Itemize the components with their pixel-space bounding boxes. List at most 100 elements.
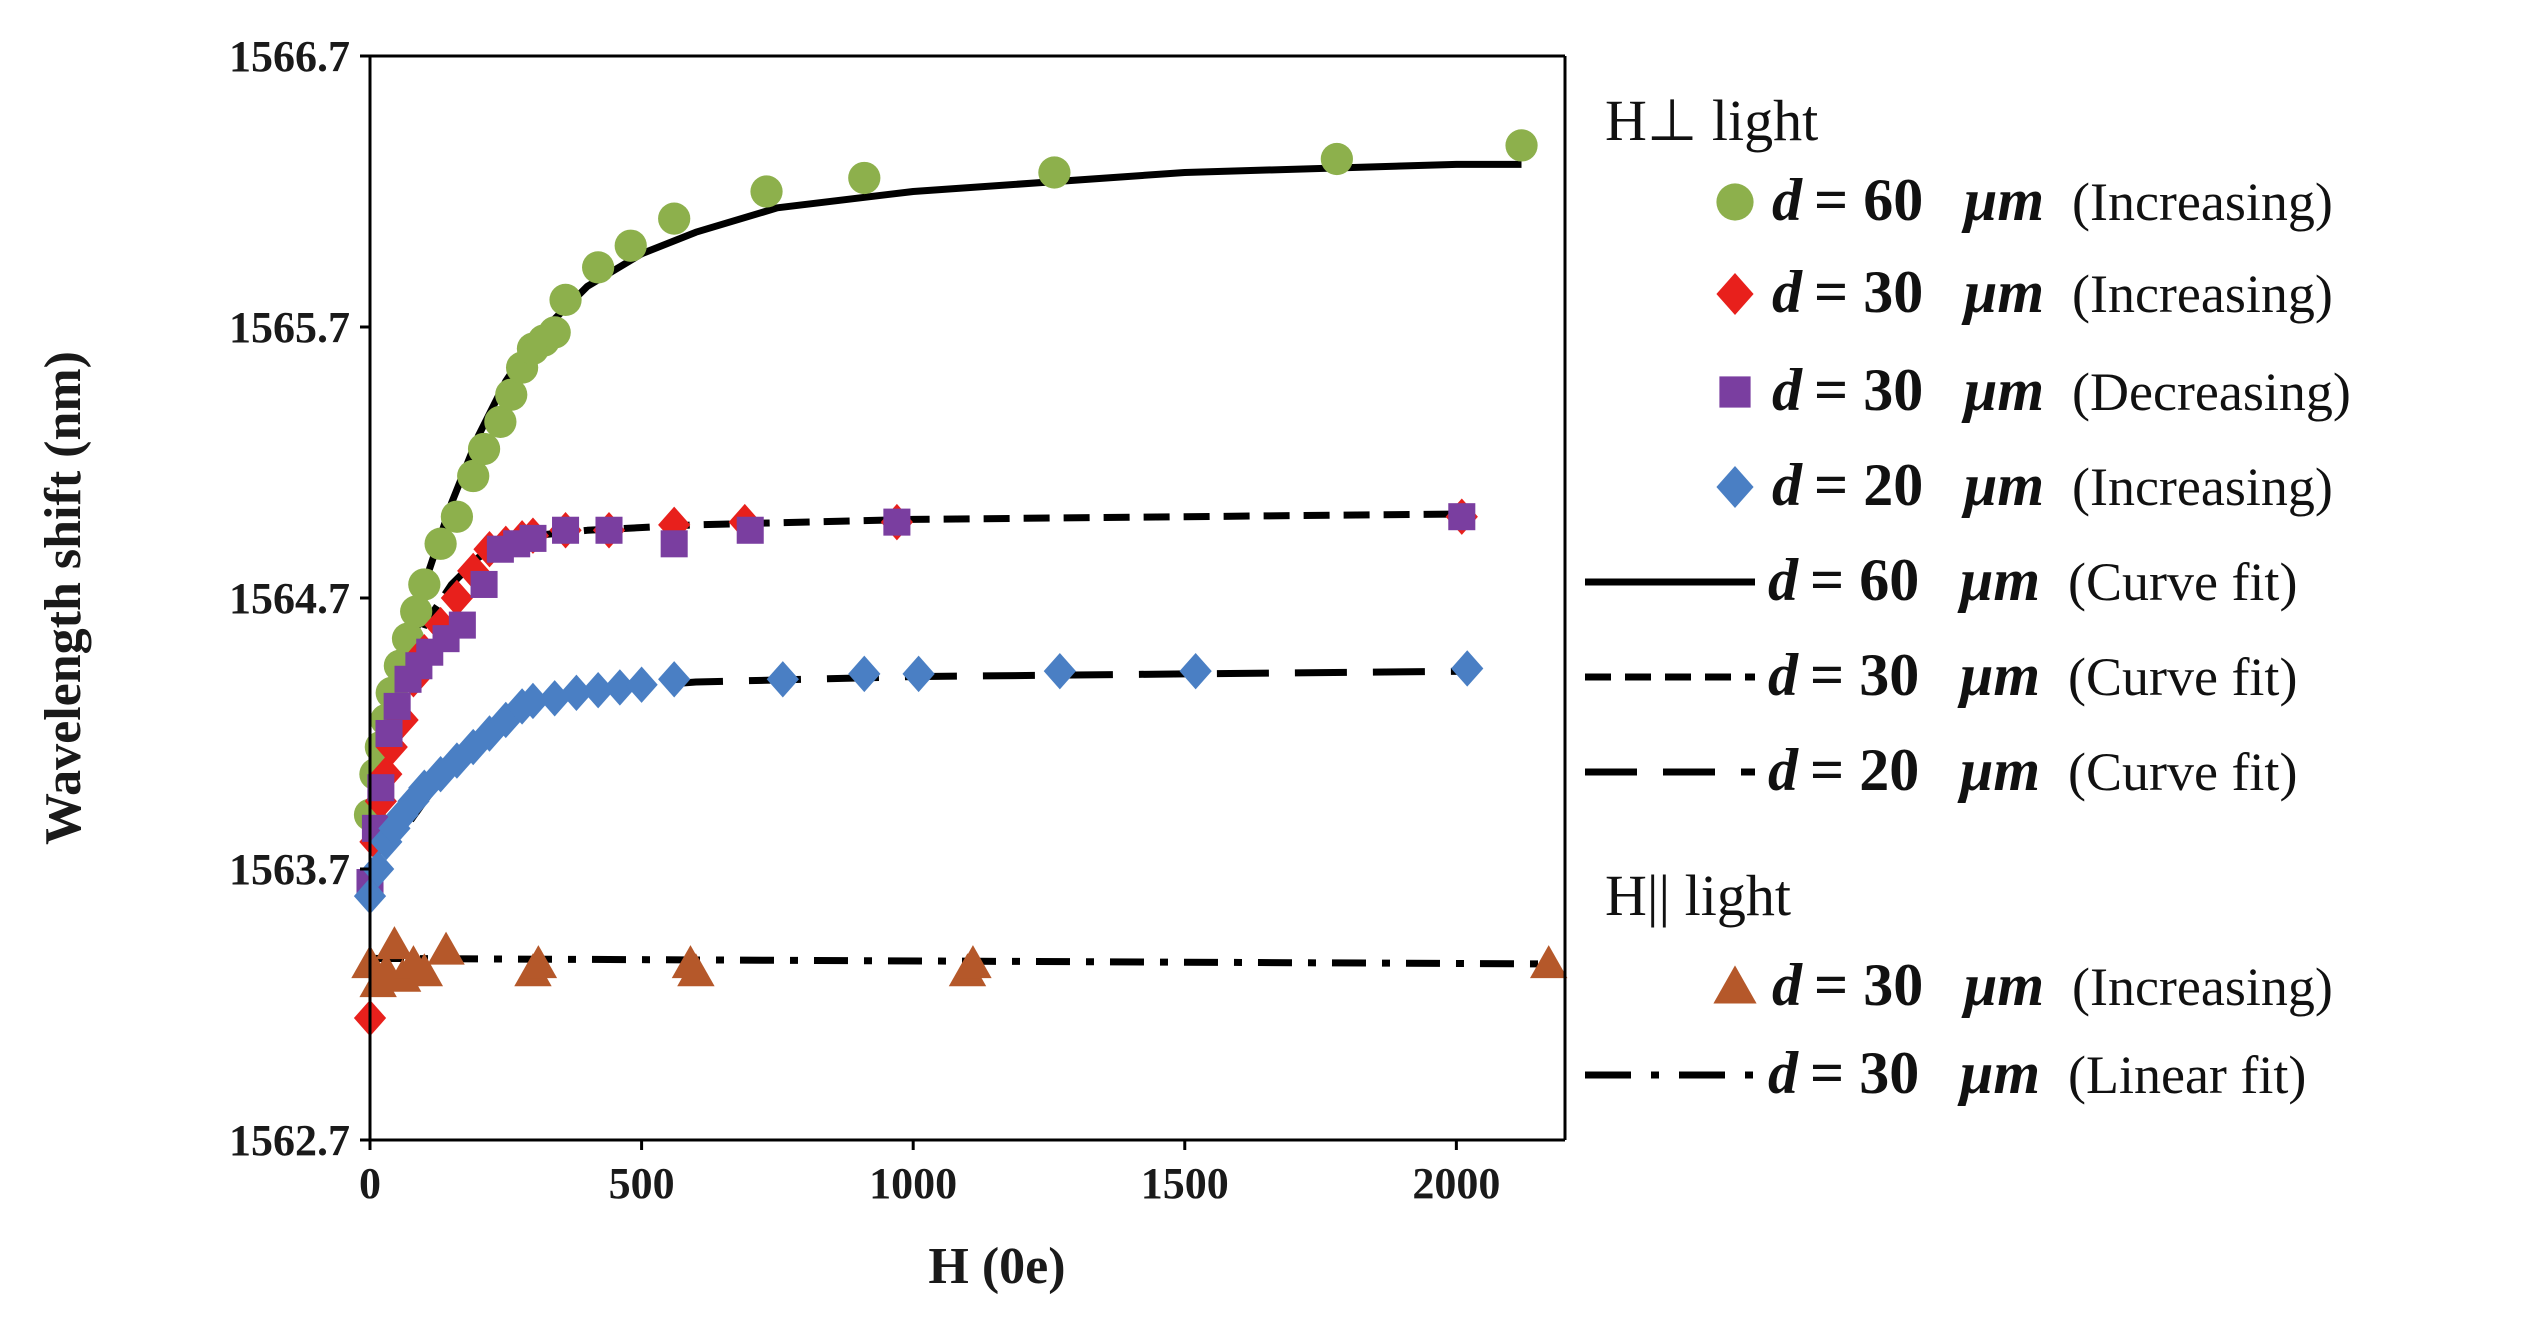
data-point bbox=[386, 796, 419, 833]
data-point bbox=[766, 661, 799, 698]
legend-marker bbox=[1716, 273, 1754, 315]
legend-note: (Curve fit) bbox=[2068, 742, 2297, 802]
data-point bbox=[582, 671, 615, 709]
data-point bbox=[440, 500, 474, 533]
legend-variable: d bbox=[1768, 737, 1799, 803]
data-point bbox=[408, 568, 441, 601]
data-point bbox=[614, 229, 647, 262]
legend-entry: d = 30 μm (Increasing) bbox=[1713, 952, 2333, 1018]
y-tick-label: 1566.7 bbox=[229, 32, 350, 81]
data-point bbox=[400, 595, 433, 628]
legend-entry: d = 30 μm (Curve fit) bbox=[1585, 642, 2297, 708]
data-point bbox=[1505, 129, 1538, 162]
legend-variable: d bbox=[1768, 547, 1799, 613]
legend-unit: μm bbox=[1957, 1040, 2040, 1106]
data-point bbox=[538, 316, 571, 349]
legend-note: (Increasing) bbox=[2072, 457, 2333, 517]
legend-variable: d bbox=[1768, 642, 1799, 708]
legend-marker bbox=[1716, 183, 1754, 221]
data-point bbox=[457, 459, 490, 493]
legend-unit: μm bbox=[1961, 259, 2044, 325]
data-point bbox=[457, 728, 490, 766]
data-point bbox=[954, 945, 992, 979]
data-point bbox=[625, 666, 658, 703]
legend-note: (Curve fit) bbox=[2068, 647, 2297, 707]
data-point bbox=[519, 945, 558, 979]
data-point bbox=[848, 655, 881, 693]
data-point bbox=[658, 506, 691, 544]
data-point bbox=[677, 953, 715, 987]
x-axis-title: H (0e) bbox=[928, 1238, 1065, 1295]
data-point bbox=[383, 692, 411, 720]
legend-marker bbox=[1719, 376, 1751, 408]
legend-marker bbox=[1716, 466, 1754, 508]
data-point bbox=[516, 682, 550, 720]
legend-note: (Increasing) bbox=[2072, 264, 2333, 324]
legend-entry: d = 30 μm (Increasing) bbox=[1716, 259, 2333, 325]
data-point bbox=[750, 175, 783, 208]
data-point bbox=[386, 701, 419, 739]
data-point bbox=[394, 665, 422, 693]
legend-unit: μm bbox=[1961, 357, 2044, 423]
data-point bbox=[603, 669, 636, 706]
legend-variable: d bbox=[1772, 952, 1803, 1018]
legend-entry: d = 20 μm (Increasing) bbox=[1716, 452, 2333, 518]
legend-note: (Curve fit) bbox=[2068, 552, 2297, 612]
legend-entry: d = 30 μm (Linear fit) bbox=[1585, 1040, 2306, 1106]
y-tick-label: 1562.7 bbox=[229, 1116, 350, 1165]
legend-value: = 20 bbox=[1814, 452, 1923, 518]
data-point bbox=[883, 508, 911, 536]
data-point bbox=[1448, 503, 1476, 531]
legend-unit: μm bbox=[1961, 167, 2044, 233]
legend-note: (Decreasing) bbox=[2072, 362, 2351, 422]
fit-line bbox=[407, 510, 1457, 667]
legend-variable: d bbox=[1772, 259, 1803, 325]
data-point bbox=[375, 728, 408, 766]
data-point bbox=[848, 161, 881, 195]
fit-line-series bbox=[407, 510, 1457, 667]
data-point bbox=[408, 769, 441, 806]
data-point bbox=[370, 823, 403, 861]
legend-variable: d bbox=[1772, 357, 1803, 423]
legend-unit: μm bbox=[1957, 737, 2040, 803]
legend-value: = 30 bbox=[1814, 357, 1923, 423]
data-point bbox=[375, 719, 403, 748]
data-point bbox=[538, 680, 571, 717]
data-point bbox=[1320, 142, 1353, 176]
data-point bbox=[902, 655, 935, 693]
data-point bbox=[484, 405, 517, 438]
legend-value: = 60 bbox=[1810, 547, 1919, 613]
data-point bbox=[489, 701, 522, 739]
axes: 1562.7 1563.7 1564.7 1565.7 1566.7 0 500 1000 15… bbox=[229, 32, 1567, 1208]
legend-value: = 60 bbox=[1814, 167, 1923, 233]
legend-entry: d = 30 μm (Decreasing) bbox=[1719, 357, 2351, 423]
data-point bbox=[424, 606, 457, 644]
x-tick-label: 500 bbox=[609, 1159, 675, 1208]
legend-entry: d = 20 μm (Curve fit) bbox=[1585, 737, 2297, 803]
x-tick-label: 1000 bbox=[869, 1159, 957, 1208]
legend-variable: d bbox=[1768, 1040, 1799, 1106]
data-point bbox=[427, 931, 465, 965]
data-point bbox=[1043, 652, 1076, 690]
legend-value: = 30 bbox=[1810, 642, 1919, 708]
legend-entry: d = 60 μm (Curve fit) bbox=[1585, 547, 2297, 613]
data-point bbox=[486, 535, 514, 563]
legend-variable: d bbox=[1772, 452, 1803, 518]
data-point bbox=[582, 251, 615, 284]
legend-unit: μm bbox=[1957, 642, 2040, 708]
legend-variable: d bbox=[1772, 167, 1803, 233]
data-point bbox=[367, 774, 395, 802]
legend-marker bbox=[1713, 965, 1757, 1004]
legend-unit: μm bbox=[1961, 952, 2044, 1018]
y-tick-label: 1565.7 bbox=[229, 303, 350, 352]
data-point bbox=[424, 755, 457, 793]
data-point bbox=[405, 953, 444, 987]
data-point-series bbox=[353, 650, 1484, 915]
legend-note: (Increasing) bbox=[2072, 957, 2333, 1017]
y-tick-label: 1563.7 bbox=[229, 845, 350, 894]
legend-unit: μm bbox=[1957, 547, 2040, 613]
data-point bbox=[560, 674, 593, 712]
y-tick-label: 1564.7 bbox=[229, 574, 350, 623]
legend-unit: μm bbox=[1961, 452, 2044, 518]
data-point bbox=[467, 432, 501, 466]
